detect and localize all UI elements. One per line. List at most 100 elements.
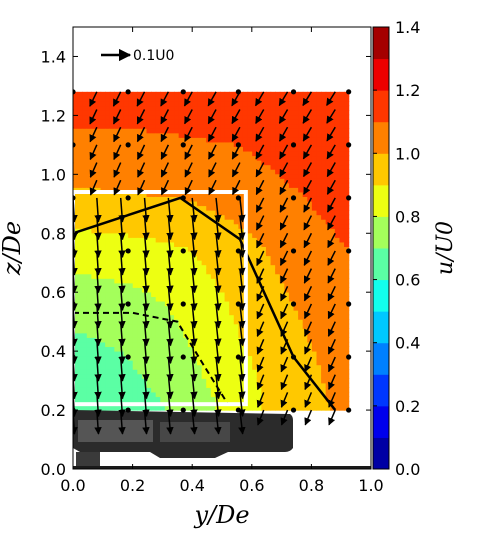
contour-cell [325,214,331,220]
contour-cell [293,287,299,293]
contour-cell [261,310,267,316]
contour-cell [252,205,258,211]
velocity-vector [327,250,336,266]
contour-cell [215,123,221,129]
contour-cell [174,314,180,320]
contour-cell [82,196,88,202]
contour-cell [270,360,276,366]
velocity-vector [207,109,217,125]
contour-cell [238,173,244,179]
contour-cell [265,200,272,207]
contour-cell [82,360,88,366]
contour-cell [197,305,203,311]
contour-cell [247,250,253,257]
contour-cell [325,141,331,147]
contour-cell [288,160,295,166]
contour-cell [73,128,79,134]
contour-cell [109,96,115,102]
contour-cell [183,364,189,370]
contour-cell [86,360,92,366]
contour-cell [109,382,115,388]
contour-cell [224,396,230,402]
contour-cell [256,341,262,348]
contour-cell [321,182,327,188]
contour-cell [247,160,253,166]
contour-cell [201,291,207,298]
contour-cell [298,137,304,143]
contour-cell [128,173,134,179]
contour-cell [316,355,322,361]
contour-cell [224,191,230,197]
contour-cell [123,269,129,275]
contour-cell [298,164,304,170]
contour-cell [77,296,83,302]
contour-cell [197,105,203,111]
contour-cell [247,119,253,125]
contour-cell [105,296,111,302]
contour-cell [210,178,217,184]
contour-cell [233,219,239,225]
contour-cell [344,100,350,107]
contour-cell [151,150,157,157]
contour-cell [82,260,88,266]
contour-cell [316,110,322,116]
contour-cell [302,200,308,207]
contour-cell [155,310,161,316]
contour-cell [284,328,290,334]
contour-cell [77,310,83,316]
contour-cell [151,337,157,343]
y-tick-label: 0.8 [41,224,66,243]
contour-cell [174,150,180,157]
contour-cell [242,146,249,152]
contour-cell [265,282,272,288]
contour-cell [114,373,120,379]
contour-cell [197,278,203,284]
contour-cell [220,328,226,334]
contour-cell [146,273,152,279]
contour-cell [73,150,79,157]
contour-cell [307,228,313,234]
contour-cell [261,100,267,107]
contour-cell [86,269,92,275]
contour-cell [210,355,217,361]
contour-cell [146,137,152,143]
contour-cell [224,387,230,393]
contour-cell [265,114,272,120]
contour-cell [224,287,230,293]
contour-cell [206,228,212,234]
contour-cell [316,310,322,316]
contour-cell [316,378,322,384]
contour-cell [77,369,83,375]
contour-cell [298,173,304,179]
contour-cell [321,137,327,143]
contour-cell [123,296,129,302]
contour-cell [275,355,281,361]
contour-cell [86,110,92,116]
contour-cell [160,160,166,166]
contour-cell [330,300,336,307]
contour-cell [137,105,143,111]
contour-cell [155,200,161,207]
contour-cell [86,300,92,307]
contour-cell [192,364,198,370]
contour-cell [105,132,111,138]
contour-cell [247,360,253,366]
contour-cell [100,405,106,411]
contour-cell [220,150,226,157]
velocity-vector [73,109,74,112]
contour-cell [197,332,203,338]
contour-cell [155,160,161,166]
contour-cell [284,369,290,375]
contour-cell [86,191,92,197]
contour-cell [298,291,304,298]
contour-cell [339,241,345,248]
contour-cell [247,173,253,179]
contour-cell [252,241,258,248]
contour-cell [242,173,249,179]
contour-cell [155,269,161,275]
contour-cell [288,360,295,366]
contour-cell [210,369,217,375]
contour-cell [270,228,276,234]
contour-cell [187,405,194,411]
contour-cell [252,105,258,111]
